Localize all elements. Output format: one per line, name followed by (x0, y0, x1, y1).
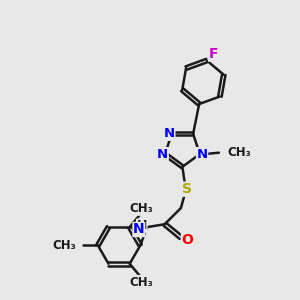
Text: H: H (136, 219, 147, 232)
Text: N: N (196, 148, 208, 161)
Text: F: F (208, 47, 218, 61)
Text: CH₃: CH₃ (52, 239, 76, 252)
Text: N: N (164, 127, 175, 140)
Text: N: N (157, 148, 168, 161)
Text: O: O (182, 233, 193, 248)
Text: CH₃: CH₃ (130, 275, 153, 289)
Text: S: S (182, 182, 192, 196)
Text: CH₃: CH₃ (228, 146, 251, 159)
Text: CH₃: CH₃ (130, 202, 153, 215)
Text: N: N (133, 223, 145, 236)
